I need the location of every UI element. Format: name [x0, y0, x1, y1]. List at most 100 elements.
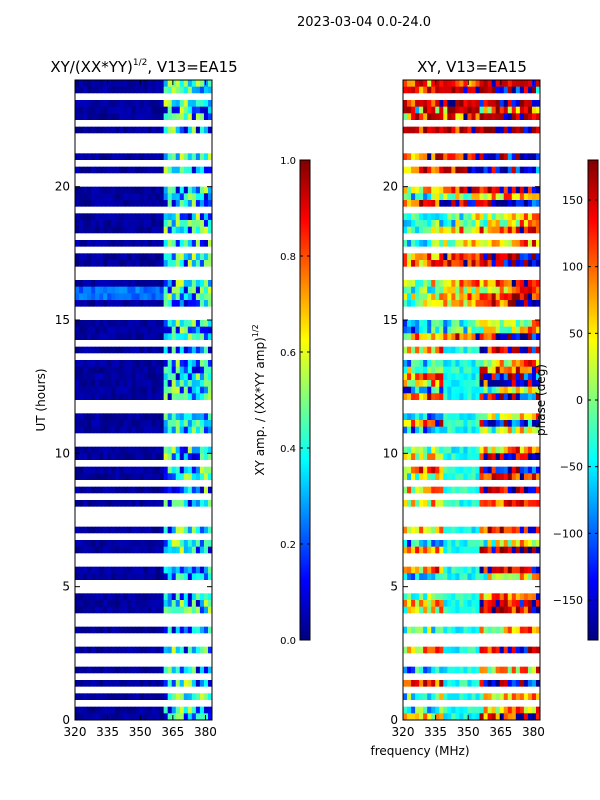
- heat-cell: [99, 433, 104, 441]
- heat-cell: [435, 373, 440, 381]
- heat-cell: [183, 646, 189, 654]
- heat-cell: [455, 253, 460, 261]
- heat-cell: [167, 133, 173, 141]
- heat-cell: [171, 466, 177, 474]
- heat-cell: [451, 380, 456, 388]
- heat-cell: [147, 113, 153, 121]
- heat-cell: [87, 140, 92, 148]
- heat-cell: [439, 373, 444, 381]
- heat-cell: [135, 460, 140, 468]
- heat-cell: [111, 360, 116, 368]
- heat-cell: [171, 186, 177, 194]
- heat-cell: [203, 120, 209, 128]
- heat-cell: [167, 620, 173, 628]
- heat-cell: [203, 593, 209, 601]
- heat-cell: [143, 500, 149, 508]
- heat-cell: [111, 266, 116, 274]
- heat-cell: [111, 626, 116, 634]
- heat-cell: [87, 313, 92, 321]
- heat-cell: [411, 220, 416, 228]
- heat-cell: [467, 280, 472, 288]
- heat-cell: [415, 206, 420, 214]
- heat-cell: [431, 326, 436, 334]
- heat-cell: [407, 206, 412, 214]
- heat-cell: [519, 160, 525, 168]
- heat-cell: [415, 360, 420, 368]
- heat-cell: [127, 453, 132, 461]
- heat-cell: [99, 606, 104, 614]
- heat-cell: [531, 260, 537, 268]
- heat-cell: [175, 446, 181, 454]
- heat-cell: [511, 300, 517, 308]
- heat-cell: [207, 86, 212, 94]
- heat-cell: [87, 453, 92, 461]
- heat-cell: [123, 620, 128, 628]
- heat-cell: [151, 240, 157, 248]
- heat-cell: [419, 173, 424, 181]
- heat-cell: [467, 386, 472, 394]
- heat-cell: [87, 693, 92, 701]
- heat-cell: [95, 113, 100, 121]
- heat-cell: [503, 326, 509, 334]
- heat-cell: [187, 473, 193, 481]
- heat-cell: [111, 580, 116, 588]
- heat-cell: [123, 560, 128, 568]
- heat-cell: [139, 533, 144, 541]
- heat-cell: [471, 140, 477, 148]
- heat-cell: [183, 113, 189, 121]
- heat-cell: [123, 340, 128, 348]
- heat-cell: [195, 266, 201, 274]
- heat-cell: [187, 306, 193, 314]
- heat-cell: [127, 386, 132, 394]
- heat-cell: [135, 493, 140, 501]
- heat-cell: [111, 140, 116, 148]
- heat-cell: [483, 86, 489, 94]
- heat-cell: [495, 340, 501, 348]
- heat-cell: [515, 326, 521, 334]
- heat-cell: [199, 493, 205, 501]
- heat-cell: [439, 366, 444, 374]
- heat-cell: [131, 100, 136, 108]
- heat-cell: [147, 153, 153, 161]
- heat-cell: [431, 113, 436, 121]
- heat-cell: [139, 546, 144, 554]
- heat-cell: [163, 653, 169, 661]
- heat-cell: [439, 200, 444, 208]
- heat-cell: [111, 460, 116, 468]
- heat-cell: [131, 393, 136, 401]
- heat-cell: [111, 200, 116, 208]
- heat-cell: [171, 93, 177, 101]
- heat-cell: [79, 406, 84, 414]
- heat-cell: [91, 640, 96, 648]
- heat-cell: [427, 146, 432, 154]
- heat-cell: [511, 126, 517, 134]
- heat-cell: [407, 213, 412, 221]
- heat-cell: [199, 206, 205, 214]
- heat-cell: [519, 266, 525, 274]
- heat-cell: [195, 153, 201, 161]
- heat-cell: [155, 506, 161, 514]
- heat-cell: [155, 646, 161, 654]
- heat-cell: [155, 226, 161, 234]
- heat-cell: [471, 113, 477, 121]
- heat-cell: [467, 86, 472, 94]
- heat-cell: [471, 246, 477, 254]
- heat-cell: [507, 280, 513, 288]
- heat-cell: [447, 186, 452, 194]
- heat-cell: [87, 400, 92, 408]
- heat-cell: [167, 306, 173, 314]
- heat-cell: [131, 473, 136, 481]
- heat-cell: [403, 320, 408, 328]
- heat-cell: [187, 540, 193, 548]
- heat-cell: [523, 153, 529, 161]
- heat-cell: [459, 120, 464, 128]
- heat-cell: [151, 346, 157, 354]
- heat-cell: [139, 120, 144, 128]
- heat-cell: [427, 400, 432, 408]
- heat-cell: [403, 266, 408, 274]
- heat-cell: [123, 246, 128, 254]
- heat-cell: [147, 713, 153, 720]
- heat-cell: [523, 286, 529, 294]
- heat-cell: [179, 366, 185, 374]
- heat-cell: [159, 693, 165, 701]
